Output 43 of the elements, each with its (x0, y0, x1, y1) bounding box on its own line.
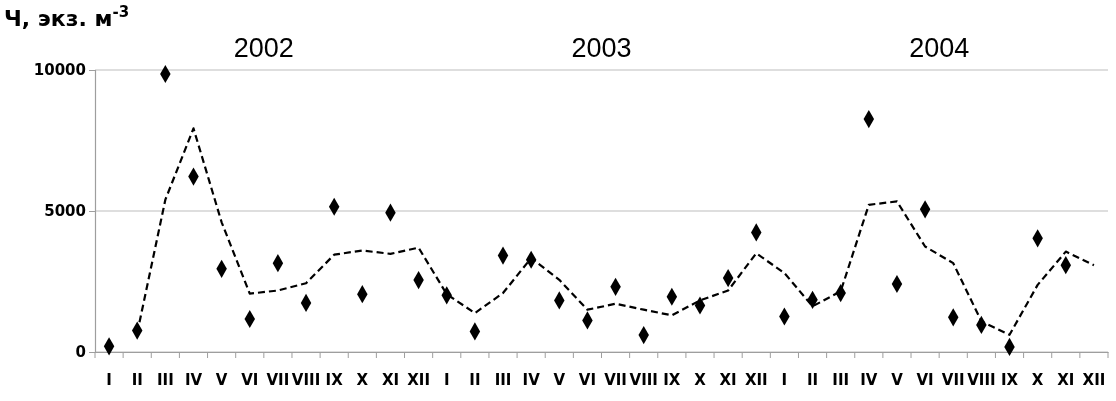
x-tick-label: IX (1000, 370, 1019, 389)
x-tick-label: XII (744, 370, 768, 389)
x-tick-label: I (106, 370, 112, 389)
x-tick-label: X (694, 370, 707, 389)
x-tick-label: IX (663, 370, 681, 389)
x-tick-label: V (891, 370, 904, 389)
x-tick-label: VI (578, 370, 597, 389)
x-tick-label: I (781, 370, 788, 389)
x-tick-label: VII (941, 370, 965, 389)
x-tick-label: II (806, 370, 819, 389)
x-tick-label: VIII (629, 370, 658, 389)
x-tick-label: XI (381, 370, 400, 389)
x-tick-label: III (832, 370, 850, 389)
x-tick-label: VIII (291, 370, 321, 389)
x-tick-label: VI (916, 370, 934, 389)
x-tick-label: VI (241, 370, 259, 389)
text: 2004 (909, 33, 970, 63)
text: 2003 (571, 33, 632, 63)
x-tick-label: XI (1057, 370, 1075, 389)
y-tick-label: 0 (75, 343, 86, 362)
x-tick-label: IV (860, 370, 878, 389)
text: 2002 (233, 33, 294, 63)
x-tick-label: X (356, 370, 369, 389)
x-tick-label: XII (407, 370, 430, 389)
x-tick-label: X (1031, 370, 1044, 389)
x-tick-label: IV (184, 370, 203, 389)
x-tick-label: I (443, 370, 450, 389)
x-tick-label: VIII (967, 370, 996, 389)
x-tick-label: V (553, 370, 566, 389)
x-tick-label: XII (1082, 370, 1106, 389)
x-tick-label: III (494, 370, 512, 389)
x-tick-label: VII (604, 370, 627, 389)
y-tick-label: 10000 (33, 61, 86, 80)
x-tick-label: V (215, 370, 228, 389)
y-tick-label: 5000 (44, 202, 86, 221)
x-tick-label: II (131, 370, 143, 389)
x-tick-label: II (469, 370, 481, 389)
x-tick-label: III (156, 370, 174, 389)
x-tick-label: VII (266, 370, 290, 389)
x-tick-label: IV (522, 370, 541, 389)
x-tick-label: IX (325, 370, 344, 389)
y-axis-title: Ч, экз. м$^{-3}$ (4, 3, 130, 31)
x-tick-label: XI (719, 370, 737, 389)
